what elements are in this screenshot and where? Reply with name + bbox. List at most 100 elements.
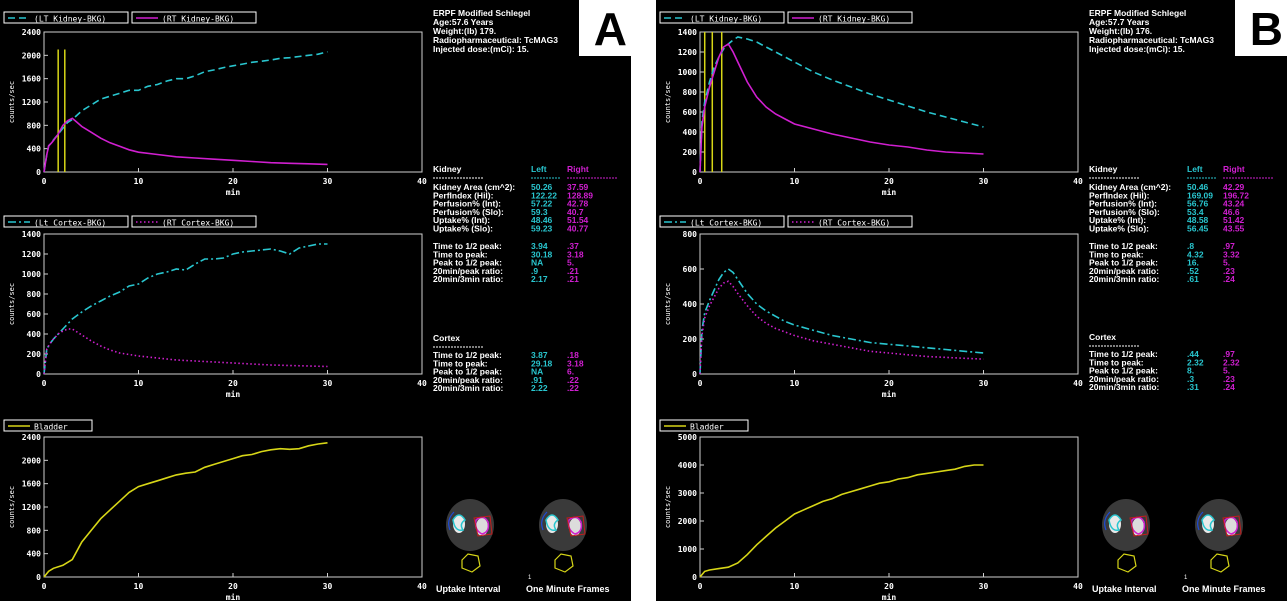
series-line-kidney-1 — [43, 117, 328, 173]
row-label: 20min/3min ratio: — [433, 383, 504, 393]
y-tick-label: 3000 — [678, 489, 697, 498]
series-line-cortex-1 — [699, 280, 984, 375]
row-right-value: .23 — [1223, 374, 1235, 384]
plot-frame — [43, 31, 423, 173]
bladder-roi — [554, 553, 574, 573]
row-label: PerfIndex (Hil): — [433, 190, 494, 200]
series-line-cortex-1 — [43, 328, 328, 375]
x-tick-label: 40 — [417, 379, 427, 388]
legend-box — [659, 215, 785, 228]
row-left-value: 50.46 — [1187, 182, 1209, 192]
frames-caption: One Minute Frames — [1182, 584, 1266, 594]
body-shadow — [1102, 499, 1150, 551]
row-right-value: 43.24 — [1223, 199, 1245, 209]
y-tick-label: 0 — [36, 573, 41, 582]
row-right-value: .21 — [567, 266, 579, 276]
bkg-roi — [473, 515, 493, 537]
row-left-value: 57.22 — [531, 199, 553, 209]
y-tick-label: 5000 — [678, 433, 697, 442]
y-tick-label: 1200 — [22, 250, 41, 259]
row-left-value: 56.45 — [1187, 224, 1209, 234]
row-label: 20min/3min ratio: — [1089, 382, 1160, 392]
bladder-roi — [461, 553, 481, 573]
x-tick-label: 20 — [228, 379, 238, 388]
row-label: Perfusion% (Slo): — [1089, 207, 1160, 217]
row-left-value: 50.26 — [531, 182, 553, 192]
row-left-value: 16. — [1187, 258, 1199, 268]
row-label: Time to 1/2 peak: — [1089, 349, 1158, 359]
y-tick-label: 2400 — [22, 28, 41, 37]
row-label: Perfusion% (Int): — [433, 199, 501, 209]
chart-cortex: (Lt Cortex-BKG) (RT Cortex-BKG)0200400600… — [3, 215, 427, 399]
row-right-value: 128.89 — [567, 190, 593, 200]
row-left-value: 48.46 — [531, 215, 553, 225]
chart-bladder: Bladder 0 400 800 1200 1600 2000 2400 0 10 20 30 40 m… — [3, 419, 427, 601]
row-right-value: .97 — [1223, 241, 1235, 251]
y-axis-label: counts/sec — [8, 283, 16, 325]
body-shadow — [446, 499, 494, 551]
legend-label: (Lt Cortex-BKG) — [34, 219, 106, 228]
x-tick-label: 0 — [698, 177, 703, 186]
bkg-roi — [1222, 515, 1242, 537]
row-label: 20min/peak ratio: — [1089, 374, 1159, 384]
body-shadow — [539, 499, 587, 551]
series-line-cortex-0 — [699, 268, 984, 375]
bkg-roi-left — [448, 511, 455, 531]
y-tick-label: 400 — [683, 128, 698, 137]
series-line-kidney-0 — [43, 51, 328, 173]
row-right-value: 2.32 — [1223, 357, 1240, 367]
row-label: Uptake% (Int): — [1089, 215, 1146, 225]
row-left-value: .9 — [531, 266, 538, 276]
row-right-value: 3.18 — [567, 358, 584, 368]
row-right-value: 5. — [1223, 258, 1230, 268]
frame-number: 1 — [528, 575, 532, 581]
y-axis-label: counts/sec — [664, 486, 672, 528]
y-tick-label: 1400 — [22, 230, 41, 239]
x-tick-label: 20 — [228, 177, 238, 186]
bkg-roi — [1129, 515, 1149, 537]
row-label: Peak to 1/2 peak: — [1089, 258, 1158, 268]
info-line: Age:57.6 Years — [433, 17, 494, 27]
row-label: Time to peak: — [433, 249, 488, 259]
row-left-value: 59.3 — [531, 207, 548, 217]
y-tick-label: 1200 — [22, 98, 41, 107]
series-line-cortex-0 — [43, 243, 328, 375]
row-left-value: 3.87 — [531, 350, 548, 360]
row-label: 20min/3min ratio: — [433, 274, 504, 284]
row-left-value: 3.94 — [531, 241, 548, 251]
x-tick-label: 20 — [228, 582, 238, 591]
cortex-table: Cortex Time to 1/2 peak: 3.87 .18 Time to pe… — [433, 333, 584, 393]
y-tick-label: 2000 — [22, 456, 41, 465]
x-tick-label: 30 — [979, 582, 989, 591]
row-left-value: NA — [531, 367, 543, 377]
legend-box — [787, 11, 913, 24]
chart-kidney: (LT Kidney-BKG) (RT Kidney-BKG)0400800120… — [3, 11, 427, 197]
frames-caption: One Minute Frames — [526, 584, 610, 594]
row-right-value: 37.59 — [567, 182, 589, 192]
x-tick-label: 0 — [42, 582, 47, 591]
cortex-header: Cortex — [1089, 332, 1116, 342]
row-right-value: 51.42 — [1223, 215, 1245, 225]
y-tick-label: 0 — [36, 168, 41, 177]
row-left-value: .61 — [1187, 274, 1199, 284]
legend-label: (RT Kidney-BKG) — [818, 15, 890, 24]
bladder-roi — [1210, 553, 1230, 573]
x-tick-label: 10 — [134, 177, 144, 186]
x-tick-label: 40 — [1073, 177, 1083, 186]
row-label: Perfusion% (Slo): — [433, 207, 504, 217]
row-label: Uptake% (Slo): — [433, 224, 493, 234]
x-tick-label: 10 — [790, 582, 800, 591]
y-tick-label: 2000 — [22, 51, 41, 60]
row-right-value: .22 — [567, 383, 579, 393]
x-tick-label: 20 — [884, 582, 894, 591]
info-line: Injected dose:(mCi): 15. — [433, 44, 529, 54]
info-line: Age:57.7 Years — [1089, 17, 1150, 27]
plot-frame — [699, 31, 1079, 173]
row-left-value: 169.09 — [1187, 190, 1213, 200]
row-right-value: 3.18 — [567, 249, 584, 259]
row-right-value: 46.6 — [1223, 207, 1240, 217]
x-tick-label: 0 — [698, 379, 703, 388]
info-line: Radiopharmaceutical: TcMAG3 — [433, 35, 558, 45]
row-left-value: 29.18 — [531, 358, 553, 368]
